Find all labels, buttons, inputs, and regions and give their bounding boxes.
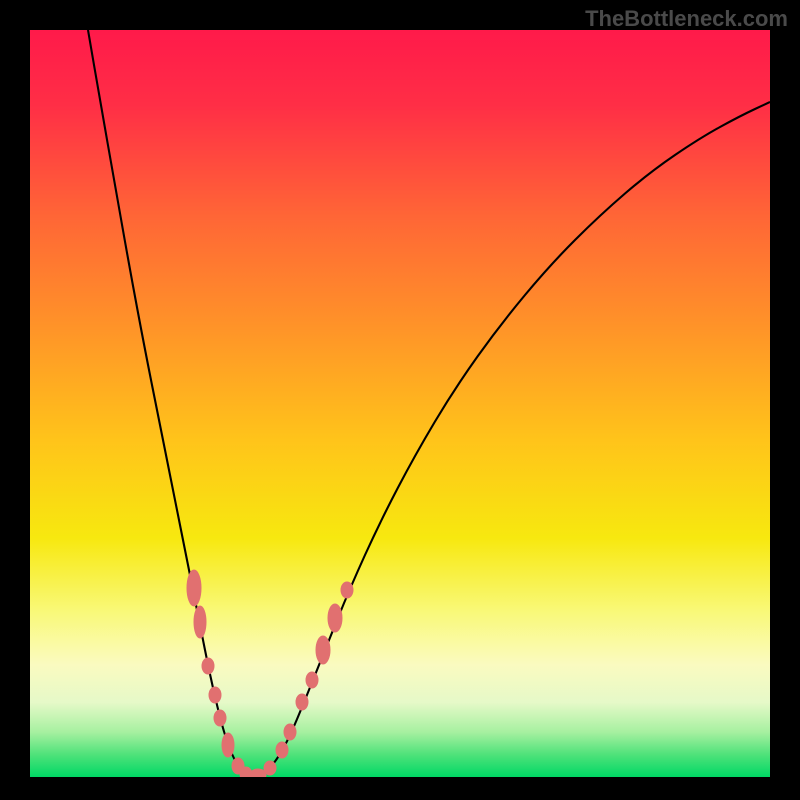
curve-marker xyxy=(306,672,318,688)
curve-marker xyxy=(250,769,266,777)
curve-marker xyxy=(328,604,342,632)
curve-marker xyxy=(276,742,288,758)
chart-svg xyxy=(30,30,770,777)
curve-marker xyxy=(316,636,330,664)
gradient-background xyxy=(30,30,770,777)
plot-area xyxy=(30,30,770,777)
curve-marker xyxy=(284,724,296,740)
curve-marker xyxy=(187,570,201,606)
curve-marker xyxy=(194,606,206,638)
watermark-text: TheBottleneck.com xyxy=(585,6,788,32)
curve-marker xyxy=(202,658,214,674)
curve-marker xyxy=(264,761,276,775)
curve-marker xyxy=(222,733,234,757)
curve-marker xyxy=(209,687,221,703)
figure-container: TheBottleneck.com xyxy=(0,0,800,800)
curve-marker xyxy=(296,694,308,710)
curve-marker xyxy=(214,710,226,726)
curve-marker xyxy=(341,582,353,598)
